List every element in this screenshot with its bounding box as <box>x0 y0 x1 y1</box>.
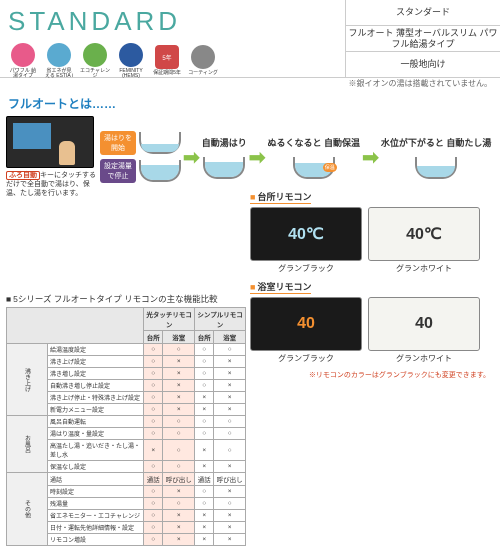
remote-illustration: ふろ自動キーにタッチするだけで全自動で湯はり、保温、たし湯を行います。 <box>6 116 96 198</box>
remote-caption: グランブラック <box>250 353 362 364</box>
feature-icon: パワフル 給湯タイプ <box>8 41 38 81</box>
header-category-cell: 一般地向け <box>346 52 500 77</box>
remote-image: 40℃ <box>368 207 480 261</box>
remote-item: 40℃ グランホワイト <box>368 207 480 274</box>
remote-block: 浴室リモコン 40 グランブラック 40 グランホワイト <box>250 280 490 364</box>
header-left: STANDARD パワフル 給湯タイプ省エネが見える ESTIA iエコチャレン… <box>0 0 345 77</box>
remote-description: ふろ自動キーにタッチするだけで全自動で湯はり、保温、たし湯を行います。 <box>6 171 96 198</box>
feature-icon: FEMINITY (HEMS) <box>116 41 146 81</box>
compare-table: 光タッチリモコンシンプルリモコン台所浴室台所浴室沸き上げ給湯温度設定○○○○沸き… <box>6 307 246 546</box>
remote-caption: グランブラック <box>250 263 362 274</box>
remote-item: 40 グランホワイト <box>368 297 480 364</box>
header: STANDARD パワフル 給湯タイプ省エネが見える ESTIA iエコチャレン… <box>0 0 500 78</box>
remote-item: 40℃ グランブラック <box>250 207 362 274</box>
page: STANDARD パワフル 給湯タイプ省エネが見える ESTIA iエコチャレン… <box>0 0 500 500</box>
remote-item: 40 グランブラック <box>250 297 362 364</box>
header-category-cell: フルオート 薄型オーバルスリム パワフル給湯タイプ <box>346 26 500 53</box>
arrow-icon: ➡ <box>362 145 379 170</box>
remote-caption: グランホワイト <box>368 353 480 364</box>
header-right: スタンダードフルオート 薄型オーバルスリム パワフル給湯タイプ一般地向け <box>345 0 500 77</box>
feature-icon: コーティング <box>188 41 218 81</box>
feature-icon: 5年保証期間5年 <box>152 41 182 81</box>
feature-icon-row: パワフル 給湯タイプ省エネが見える ESTIA iエコチャレンジFEMINITY… <box>8 41 337 81</box>
remote-image: 40 <box>368 297 480 351</box>
header-category-cell: スタンダード <box>346 0 500 26</box>
remote-block-title: 台所リモコン <box>250 190 311 204</box>
remote-image: 40℃ <box>250 207 362 261</box>
compare-section: 5シリーズ フルオートタイプ リモコンの主な機能比較 光タッチリモコンシンプルリ… <box>6 294 246 546</box>
feature-icon: エコチャレンジ <box>80 41 110 81</box>
remote-note: ※リモコンのカラーはグランブラックにも変更できます。 <box>250 370 490 380</box>
fullauto-diagram: ふろ自動キーにタッチするだけで全自動で湯はり、保温、たし湯を行います。 湯はりを… <box>0 116 500 198</box>
arrow-icon: ➡ <box>183 145 200 170</box>
feature-icon: 省エネが見える ESTIA i <box>44 41 74 81</box>
fullauto-title: フルオートとは…… <box>0 89 500 116</box>
remotes-section: 台所リモコン40℃グランブラック40℃グランホワイト浴室リモコン40グランブラッ… <box>250 190 490 380</box>
arrow-icon: ➡ <box>249 145 266 170</box>
page-title: STANDARD <box>8 6 337 37</box>
finger-icon <box>59 141 75 165</box>
compare-title: 5シリーズ フルオートタイプ リモコンの主な機能比較 <box>6 294 246 304</box>
remote-image: 40 <box>250 297 362 351</box>
auto-key-label: ふろ自動 <box>6 171 40 180</box>
flow-steps: 湯はりを 開始設定湯量 で停止➡自動湯はり➡ぬるくなると 自動保温保温➡水位が下… <box>100 131 491 183</box>
remote-caption: グランホワイト <box>368 263 480 274</box>
remote-block-title: 浴室リモコン <box>250 280 311 294</box>
remote-block: 台所リモコン 40℃ グランブラック 40℃ グランホワイト <box>250 190 490 274</box>
remote-screen-image <box>6 116 94 168</box>
